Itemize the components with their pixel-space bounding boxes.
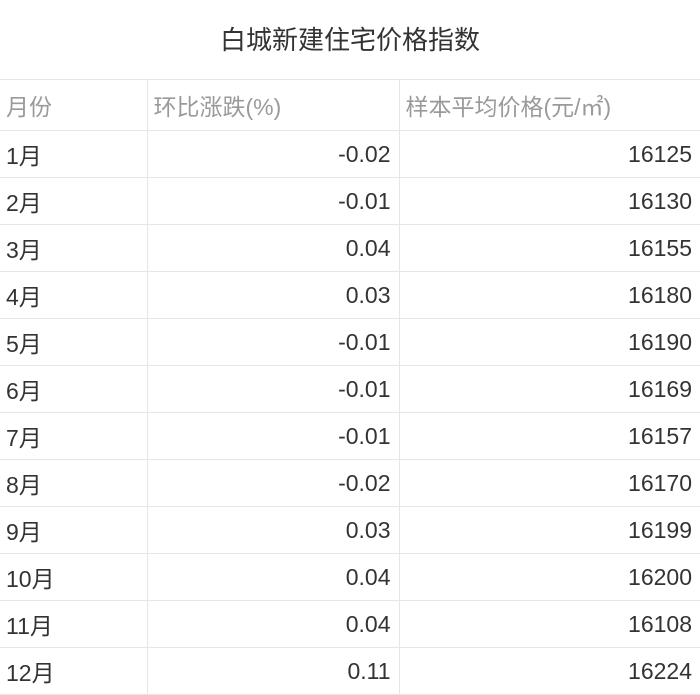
cell-price: 16200 bbox=[399, 554, 700, 601]
col-header-price-label: 样本平均价格(元/㎡) bbox=[406, 88, 695, 122]
cell-month: 1月 bbox=[0, 131, 147, 178]
table-row: 7月-0.0116157 bbox=[0, 413, 700, 460]
table-row: 10月0.0416200 bbox=[0, 554, 700, 601]
table-row: 9月0.0316199 bbox=[0, 507, 700, 554]
cell-month: 7月 bbox=[0, 413, 147, 460]
col-header-price: 样本平均价格(元/㎡) bbox=[399, 80, 700, 131]
cell-month: 8月 bbox=[0, 460, 147, 507]
cell-price: 16108 bbox=[399, 601, 700, 648]
cell-change: -0.01 bbox=[147, 178, 399, 225]
table-row: 8月-0.0216170 bbox=[0, 460, 700, 507]
table-row: 1月-0.0216125 bbox=[0, 131, 700, 178]
cell-price: 16169 bbox=[399, 366, 700, 413]
table-row: 2月-0.0116130 bbox=[0, 178, 700, 225]
cell-change: 0.03 bbox=[147, 507, 399, 554]
cell-month: 5月 bbox=[0, 319, 147, 366]
cell-price: 16170 bbox=[399, 460, 700, 507]
cell-change: -0.02 bbox=[147, 460, 399, 507]
cell-change: 0.11 bbox=[147, 648, 399, 695]
col-header-change-label: 环比涨跌(%) bbox=[154, 88, 393, 122]
cell-change: -0.01 bbox=[147, 366, 399, 413]
cell-change: 0.04 bbox=[147, 225, 399, 272]
cell-month: 12月 bbox=[0, 648, 147, 695]
page-title: 白城新建住宅价格指数 bbox=[0, 0, 700, 79]
cell-month: 9月 bbox=[0, 507, 147, 554]
cell-month: 11月 bbox=[0, 601, 147, 648]
col-header-change: 环比涨跌(%) bbox=[147, 80, 399, 131]
cell-change: 0.04 bbox=[147, 554, 399, 601]
table-row: 11月0.0416108 bbox=[0, 601, 700, 648]
cell-change: 0.03 bbox=[147, 272, 399, 319]
cell-price: 16125 bbox=[399, 131, 700, 178]
cell-price: 16190 bbox=[399, 319, 700, 366]
cell-change: -0.01 bbox=[147, 319, 399, 366]
cell-month: 3月 bbox=[0, 225, 147, 272]
table-row: 6月-0.0116169 bbox=[0, 366, 700, 413]
cell-change: -0.02 bbox=[147, 131, 399, 178]
cell-month: 10月 bbox=[0, 554, 147, 601]
table-row: 3月0.0416155 bbox=[0, 225, 700, 272]
table-header-row: 月份 环比涨跌(%) 样本平均价格(元/㎡) bbox=[0, 80, 700, 131]
price-index-table: 月份 环比涨跌(%) 样本平均价格(元/㎡) 1月-0.02161252月-0.… bbox=[0, 79, 700, 695]
cell-price: 16130 bbox=[399, 178, 700, 225]
cell-price: 16224 bbox=[399, 648, 700, 695]
table-row: 5月-0.0116190 bbox=[0, 319, 700, 366]
cell-month: 2月 bbox=[0, 178, 147, 225]
cell-month: 6月 bbox=[0, 366, 147, 413]
cell-month: 4月 bbox=[0, 272, 147, 319]
table-row: 4月0.0316180 bbox=[0, 272, 700, 319]
table-body: 1月-0.02161252月-0.01161303月0.04161554月0.0… bbox=[0, 131, 700, 695]
cell-price: 16155 bbox=[399, 225, 700, 272]
cell-change: -0.01 bbox=[147, 413, 399, 460]
cell-price: 16180 bbox=[399, 272, 700, 319]
cell-price: 16157 bbox=[399, 413, 700, 460]
cell-change: 0.04 bbox=[147, 601, 399, 648]
table-row: 12月0.1116224 bbox=[0, 648, 700, 695]
col-header-month: 月份 bbox=[0, 80, 147, 131]
cell-price: 16199 bbox=[399, 507, 700, 554]
